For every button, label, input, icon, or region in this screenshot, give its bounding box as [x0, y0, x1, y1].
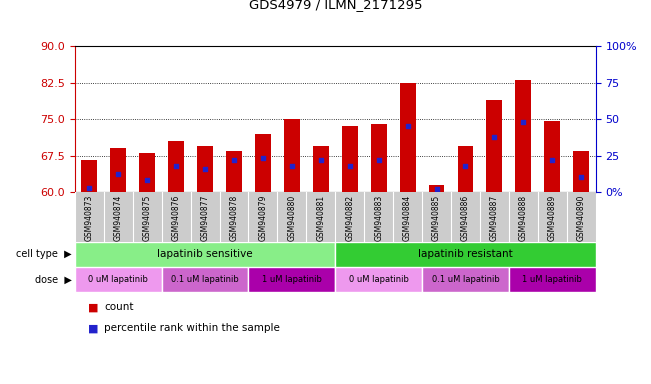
Text: 0 uM lapatinib: 0 uM lapatinib	[89, 275, 148, 284]
Point	[402, 123, 413, 129]
Text: cell type  ▶: cell type ▶	[16, 249, 72, 260]
Bar	[249, 267, 335, 292]
Point	[489, 134, 499, 140]
Point	[547, 157, 557, 163]
Text: GSM940887: GSM940887	[490, 195, 499, 241]
Bar	[509, 267, 596, 292]
Bar	[161, 267, 249, 292]
Bar	[313, 146, 329, 192]
Bar	[422, 267, 509, 292]
Point	[374, 157, 384, 163]
Text: GSM940882: GSM940882	[345, 195, 354, 241]
Point	[200, 166, 210, 172]
Point	[142, 177, 152, 184]
Text: 0.1 uM lapatinib: 0.1 uM lapatinib	[171, 275, 239, 284]
Text: GSM940874: GSM940874	[114, 195, 123, 241]
Bar	[335, 242, 596, 267]
Text: GDS4979 / ILMN_2171295: GDS4979 / ILMN_2171295	[249, 0, 422, 12]
Text: 1 uM lapatinib: 1 uM lapatinib	[522, 275, 582, 284]
Point	[113, 171, 124, 177]
Text: count: count	[104, 302, 133, 312]
Bar	[197, 146, 213, 192]
Point	[171, 163, 182, 169]
Text: 1 uM lapatinib: 1 uM lapatinib	[262, 275, 322, 284]
Point	[316, 157, 326, 163]
Bar	[544, 121, 561, 192]
Text: GSM940883: GSM940883	[374, 195, 383, 241]
Point	[518, 119, 529, 125]
Text: 0.1 uM lapatinib: 0.1 uM lapatinib	[432, 275, 499, 284]
Text: GSM940885: GSM940885	[432, 195, 441, 241]
Text: GSM940880: GSM940880	[287, 195, 296, 241]
Bar	[574, 151, 589, 192]
Bar	[168, 141, 184, 192]
Text: lapatinib resistant: lapatinib resistant	[418, 249, 513, 260]
Bar	[284, 119, 300, 192]
Bar	[110, 148, 126, 192]
Point	[84, 185, 94, 191]
Bar	[255, 134, 271, 192]
Bar	[226, 151, 242, 192]
Bar	[458, 146, 473, 192]
Bar	[75, 242, 335, 267]
Bar	[335, 267, 422, 292]
Point	[344, 163, 355, 169]
Text: dose  ▶: dose ▶	[35, 274, 72, 285]
Text: 0 uM lapatinib: 0 uM lapatinib	[349, 275, 409, 284]
Text: GSM940878: GSM940878	[230, 195, 238, 241]
Text: GSM940876: GSM940876	[172, 195, 180, 241]
Bar	[400, 83, 415, 192]
Point	[258, 156, 268, 162]
Bar	[81, 161, 97, 192]
Text: GSM940877: GSM940877	[201, 195, 210, 241]
Text: GSM940873: GSM940873	[85, 195, 94, 241]
Bar	[370, 124, 387, 192]
Text: GSM940884: GSM940884	[403, 195, 412, 241]
Text: percentile rank within the sample: percentile rank within the sample	[104, 323, 280, 333]
Text: GSM940886: GSM940886	[461, 195, 470, 241]
Point	[576, 174, 587, 180]
Bar	[486, 99, 503, 192]
Point	[229, 157, 239, 163]
Bar	[428, 185, 445, 192]
Bar	[342, 126, 357, 192]
Bar	[516, 80, 531, 192]
Text: GSM940888: GSM940888	[519, 195, 528, 241]
Text: GSM940889: GSM940889	[547, 195, 557, 241]
Bar	[139, 153, 155, 192]
Text: GSM940881: GSM940881	[316, 195, 326, 241]
Point	[286, 163, 297, 169]
Text: ■: ■	[88, 323, 98, 333]
Bar	[75, 267, 161, 292]
Point	[432, 186, 442, 192]
Point	[460, 163, 471, 169]
Text: GSM940875: GSM940875	[143, 195, 152, 241]
Text: ■: ■	[88, 302, 98, 312]
Text: GSM940879: GSM940879	[258, 195, 268, 241]
Text: GSM940890: GSM940890	[577, 195, 586, 241]
Text: lapatinib sensitive: lapatinib sensitive	[158, 249, 253, 260]
